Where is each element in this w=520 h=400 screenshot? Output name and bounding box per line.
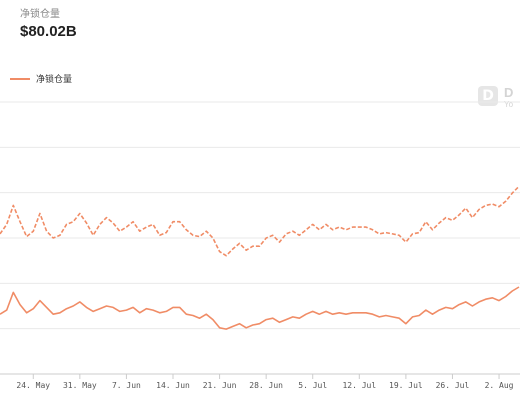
watermark-subtext: Yo: [504, 100, 514, 109]
x-tick-label: 28. Jun: [249, 381, 283, 390]
x-tick-label: 19. Jul: [389, 381, 423, 390]
watermark-text: D: [504, 85, 514, 100]
x-tick-label: 2. Aug: [485, 381, 514, 390]
x-tick-label: 7. Jun: [112, 381, 141, 390]
metric-label: 净锁仓量: [20, 9, 60, 20]
x-tick-label: 5. Jul: [298, 381, 327, 390]
x-tick-label: 21. Jun: [203, 381, 237, 390]
chart-legend[interactable]: 净锁仓量: [10, 72, 72, 85]
chart-series: [0, 185, 520, 330]
x-tick-label: 14. Jun: [156, 381, 190, 390]
x-tick-label: 12. Jul: [342, 381, 376, 390]
legend-label[interactable]: 净锁仓量: [36, 74, 73, 84]
grid-lines: [0, 101, 520, 375]
legend-swatch: [10, 77, 30, 80]
x-axis: 24. May 31. May 7. Jun 14. Jun 21. Jun 28. Ju…: [16, 374, 514, 390]
metric-header: 净锁仓量 $80.02B: [20, 9, 77, 41]
series-line-solid[interactable]: [0, 286, 520, 330]
series-line-dashed[interactable]: [0, 185, 520, 257]
x-tick-label: 31. May: [63, 381, 97, 390]
x-tick-label: 24. May: [16, 381, 50, 390]
metric-value: $80.02B: [20, 23, 77, 40]
defillama-logo-icon: D: [478, 86, 498, 106]
x-tick-label: 26. Jul: [436, 381, 470, 390]
watermark: D D Yo: [478, 86, 513, 110]
